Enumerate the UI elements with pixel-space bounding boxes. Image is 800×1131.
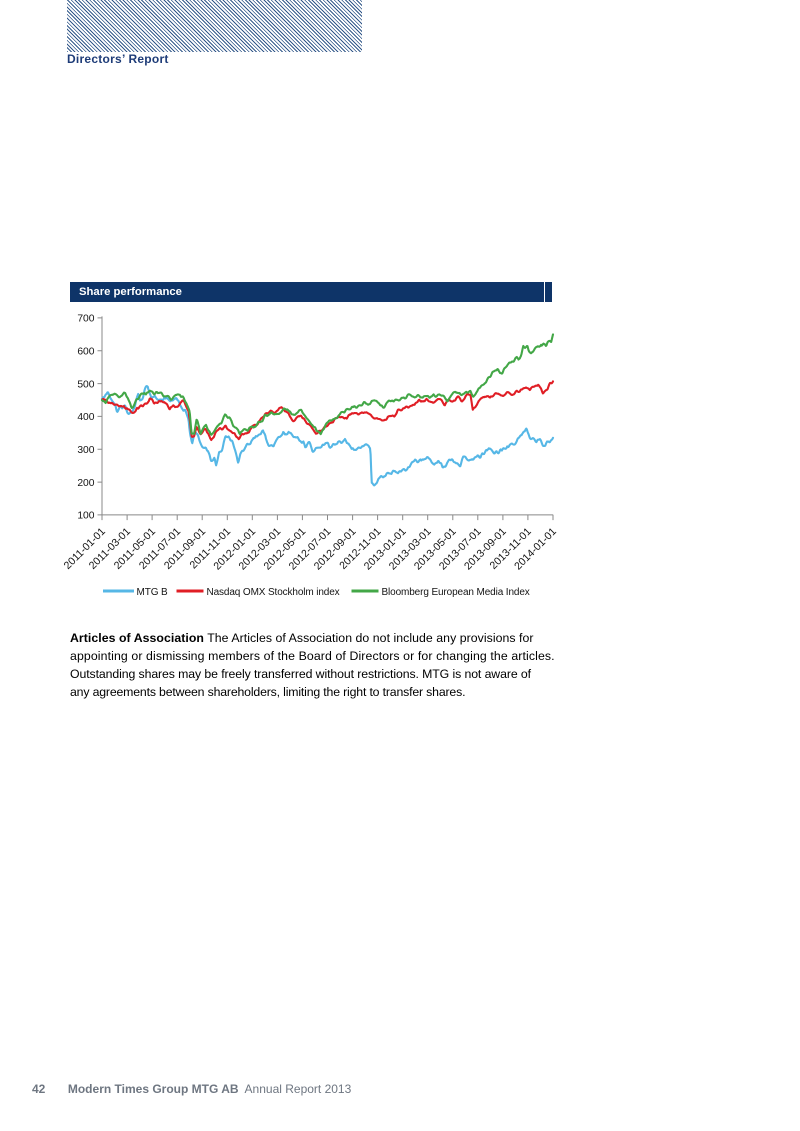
svg-text:500: 500	[77, 379, 94, 390]
svg-text:Nasdaq OMX Stockholm index: Nasdaq OMX Stockholm index	[207, 587, 340, 598]
svg-text:400: 400	[77, 412, 94, 423]
svg-text:MTG B: MTG B	[137, 587, 169, 598]
svg-text:100: 100	[77, 511, 94, 522]
svg-text:600: 600	[77, 347, 94, 358]
svg-text:300: 300	[77, 445, 94, 456]
svg-text:700: 700	[77, 314, 94, 325]
svg-text:Bloomberg European Media Index: Bloomberg European Media Index	[382, 587, 530, 598]
svg-text:200: 200	[77, 478, 94, 489]
